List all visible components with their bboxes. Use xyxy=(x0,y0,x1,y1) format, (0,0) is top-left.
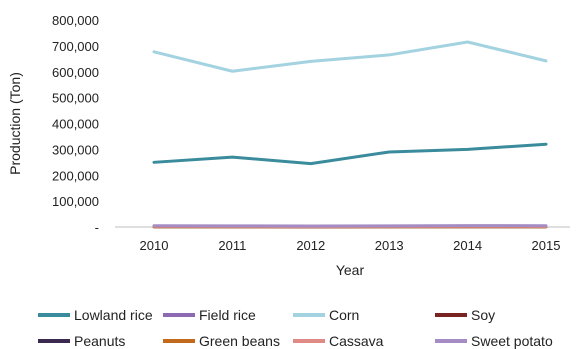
y-tick-label: 500,000 xyxy=(52,91,99,106)
legend-label: Peanuts xyxy=(74,333,125,349)
x-tick-label: 2014 xyxy=(453,238,482,253)
legend-label: Sweet potato xyxy=(471,333,553,349)
series-line-lowland-rice xyxy=(152,142,548,166)
x-tick-label: 2010 xyxy=(140,238,169,253)
y-tick-label: 200,000 xyxy=(52,168,99,183)
series-lines xyxy=(152,40,548,229)
legend-label: Lowland rice xyxy=(74,307,153,323)
legend: Lowland rice Field rice Corn Soy Peanuts Gree… xyxy=(38,307,553,349)
y-tick-label: 100,000 xyxy=(52,194,99,209)
x-tick-label: 2013 xyxy=(375,238,404,253)
legend-label: Field rice xyxy=(199,307,256,323)
y-tick-label: 700,000 xyxy=(52,39,99,54)
y-tick-label: 600,000 xyxy=(52,65,99,80)
series-line-corn xyxy=(152,40,548,73)
y-axis: - 100,000 200,000 300,000 400,000 500,000 600,… xyxy=(52,13,99,235)
y-tick-label: 300,000 xyxy=(52,142,99,157)
legend-label: Green beans xyxy=(199,333,280,349)
x-tick-label: 2011 xyxy=(218,238,246,253)
x-axis: 2010 2011 2012 2013 2014 2015 xyxy=(140,238,561,253)
y-tick-label: 400,000 xyxy=(52,117,99,132)
x-axis-title: Year xyxy=(336,262,365,278)
x-tick-label: 2015 xyxy=(532,238,561,253)
legend-label: Soy xyxy=(471,307,495,323)
y-axis-title: Production (Ton) xyxy=(7,72,23,175)
x-tick-label: 2012 xyxy=(296,238,325,253)
y-tick-label: - xyxy=(95,220,99,235)
legend-label: Corn xyxy=(329,307,359,323)
legend-label: Cassava xyxy=(329,333,384,349)
y-tick-label: 800,000 xyxy=(52,13,99,28)
